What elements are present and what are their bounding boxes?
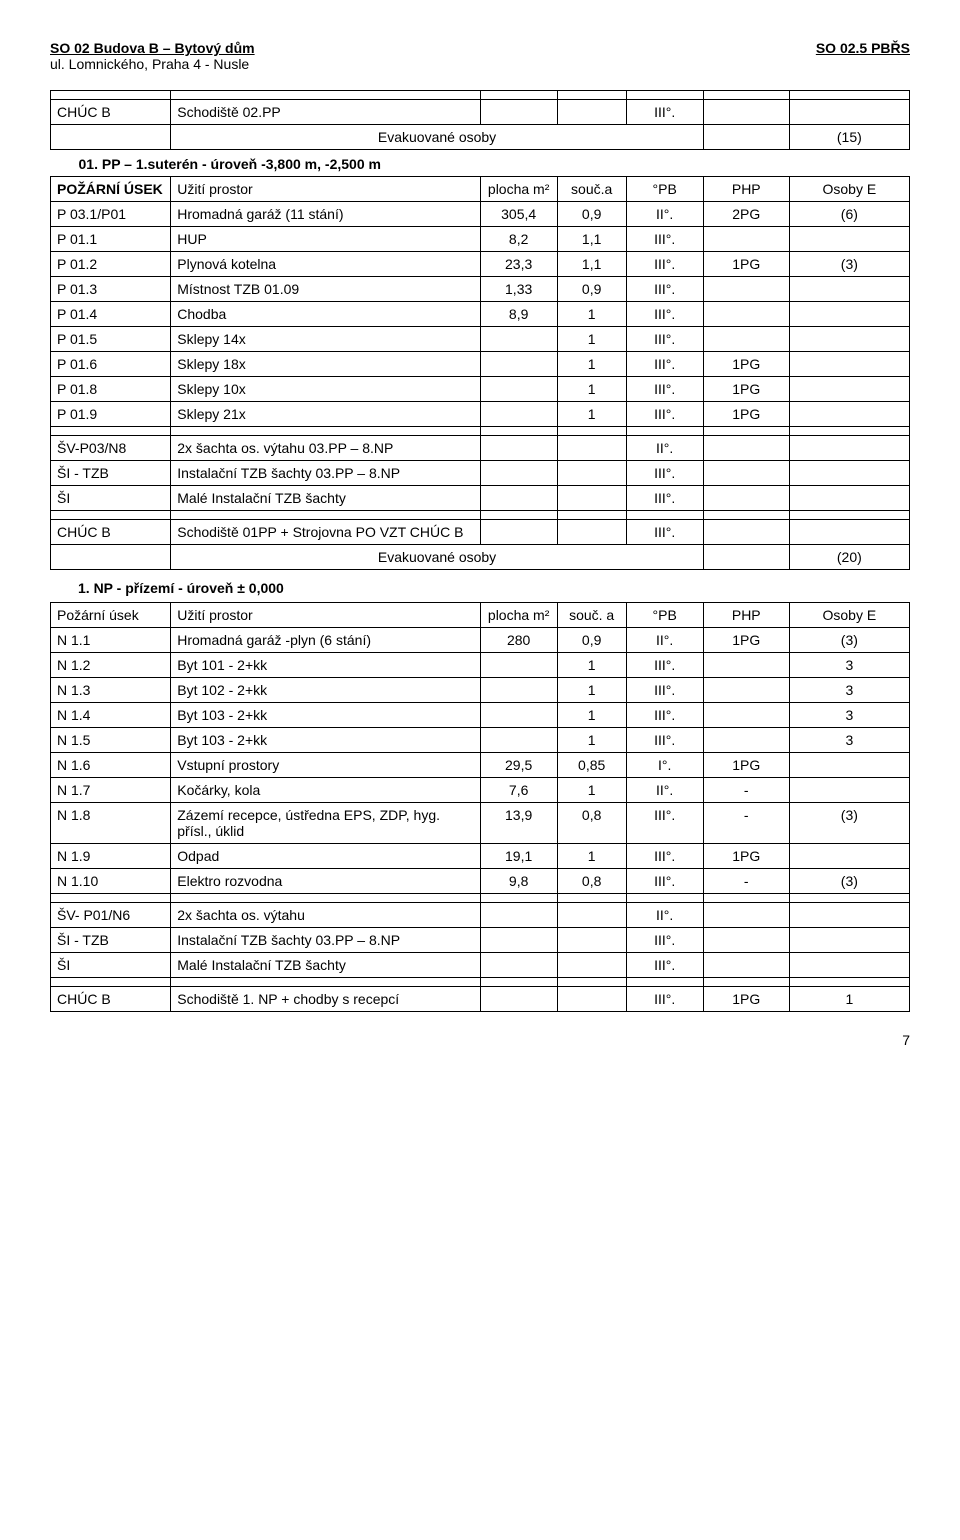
cell: III°.	[626, 100, 703, 125]
th: POŽÁRNÍ ÚSEK	[51, 177, 171, 202]
table-row: P 01.4Chodba8,91III°.	[51, 302, 910, 327]
table-row: P 01.1HUP8,21,1III°.	[51, 227, 910, 252]
th: souč. a	[557, 603, 626, 628]
th: plocha m²	[480, 603, 557, 628]
th: plocha m²	[480, 177, 557, 202]
th: Osoby E	[789, 177, 909, 202]
th: PHP	[703, 603, 789, 628]
table-row: N 1.4Byt 103 - 2+kk1III°.3	[51, 703, 910, 728]
th: Užití prostor	[171, 603, 480, 628]
table-row: P 03.1/P01Hromadná garáž (11 stání)305,4…	[51, 202, 910, 227]
table-row: N 1.9Odpad19,11III°.1PG	[51, 844, 910, 869]
evac-label: Evakuované osoby	[171, 125, 704, 150]
table-row: N 1.10Elektro rozvodna9,80,8III°.-(3)	[51, 869, 910, 894]
table-row: N 1.5Byt 103 - 2+kk1III°.3	[51, 728, 910, 753]
table-row: N 1.6Vstupní prostory29,50,85I°.1PG	[51, 753, 910, 778]
th: PHP	[703, 177, 789, 202]
th: Osoby E	[789, 603, 909, 628]
header-left: SO 02 Budova B – Bytový dům	[50, 40, 255, 56]
page-number: 7	[50, 1032, 910, 1048]
cell: Schodiště 02.PP	[171, 100, 480, 125]
table-row: ŠV- P01/N62x šachta os. výtahuII°.	[51, 903, 910, 928]
table-row: CHÚC BSchodiště 01PP + Strojovna PO VZT …	[51, 520, 910, 545]
th: °PB	[626, 603, 703, 628]
table-row: P 01.2Plynová kotelna23,31,1III°.1PG(3)	[51, 252, 910, 277]
th: °PB	[626, 177, 703, 202]
table-row: CHÚC BSchodiště 1. NP + chodby s recepcí…	[51, 987, 910, 1012]
table-section1: CHÚC B Schodiště 02.PP III°. Evakuované …	[50, 90, 910, 570]
table-section2: Požární úsek Užití prostor plocha m² sou…	[50, 602, 910, 1012]
header-sub: ul. Lomnického, Praha 4 - Nusle	[50, 56, 910, 72]
table-row: P 01.9Sklepy 21x1III°.1PG	[51, 402, 910, 427]
table-row: ŠIMalé Instalační TZB šachtyIII°.	[51, 486, 910, 511]
table-row: N 1.2Byt 101 - 2+kk1III°.3	[51, 653, 910, 678]
table-row: P 01.6Sklepy 18x1III°.1PG	[51, 352, 910, 377]
table-row: N 1.7Kočárky, kola7,61II°.-	[51, 778, 910, 803]
table-row: N 1.1Hromadná garáž -plyn (6 stání)2800,…	[51, 628, 910, 653]
table-row: N 1.3Byt 102 - 2+kk1III°.3	[51, 678, 910, 703]
th: souč.a	[557, 177, 626, 202]
evac-count: (15)	[789, 125, 909, 150]
table-row: P 01.5Sklepy 14x1III°.	[51, 327, 910, 352]
table-row: ŠI - TZBInstalační TZB šachty 03.PP – 8.…	[51, 461, 910, 486]
table-row: ŠIMalé Instalační TZB šachtyIII°.	[51, 953, 910, 978]
th: Užití prostor	[171, 177, 480, 202]
table-row: P 01.8Sklepy 10x1III°.1PG	[51, 377, 910, 402]
table-row: ŠV-P03/N82x šachta os. výtahu 03.PP – 8.…	[51, 436, 910, 461]
table-row: P 01.3Místnost TZB 01.091,330,9III°.	[51, 277, 910, 302]
section-title: 01. PP – 1.suterén - úroveň -3,800 m, -2…	[51, 150, 910, 177]
evac-count: (20)	[789, 545, 909, 570]
th: Požární úsek	[51, 603, 171, 628]
table-row: N 1.8Zázemí recepce, ústředna EPS, ZDP, …	[51, 803, 910, 844]
cell: CHÚC B	[51, 100, 171, 125]
section2-title: 1. NP - přízemí - úroveň ± 0,000	[50, 570, 910, 602]
table-row: ŠI - TZBInstalační TZB šachty 03.PP – 8.…	[51, 928, 910, 953]
evac-label: Evakuované osoby	[171, 545, 704, 570]
header-right: SO 02.5 PBŘS	[816, 40, 910, 56]
